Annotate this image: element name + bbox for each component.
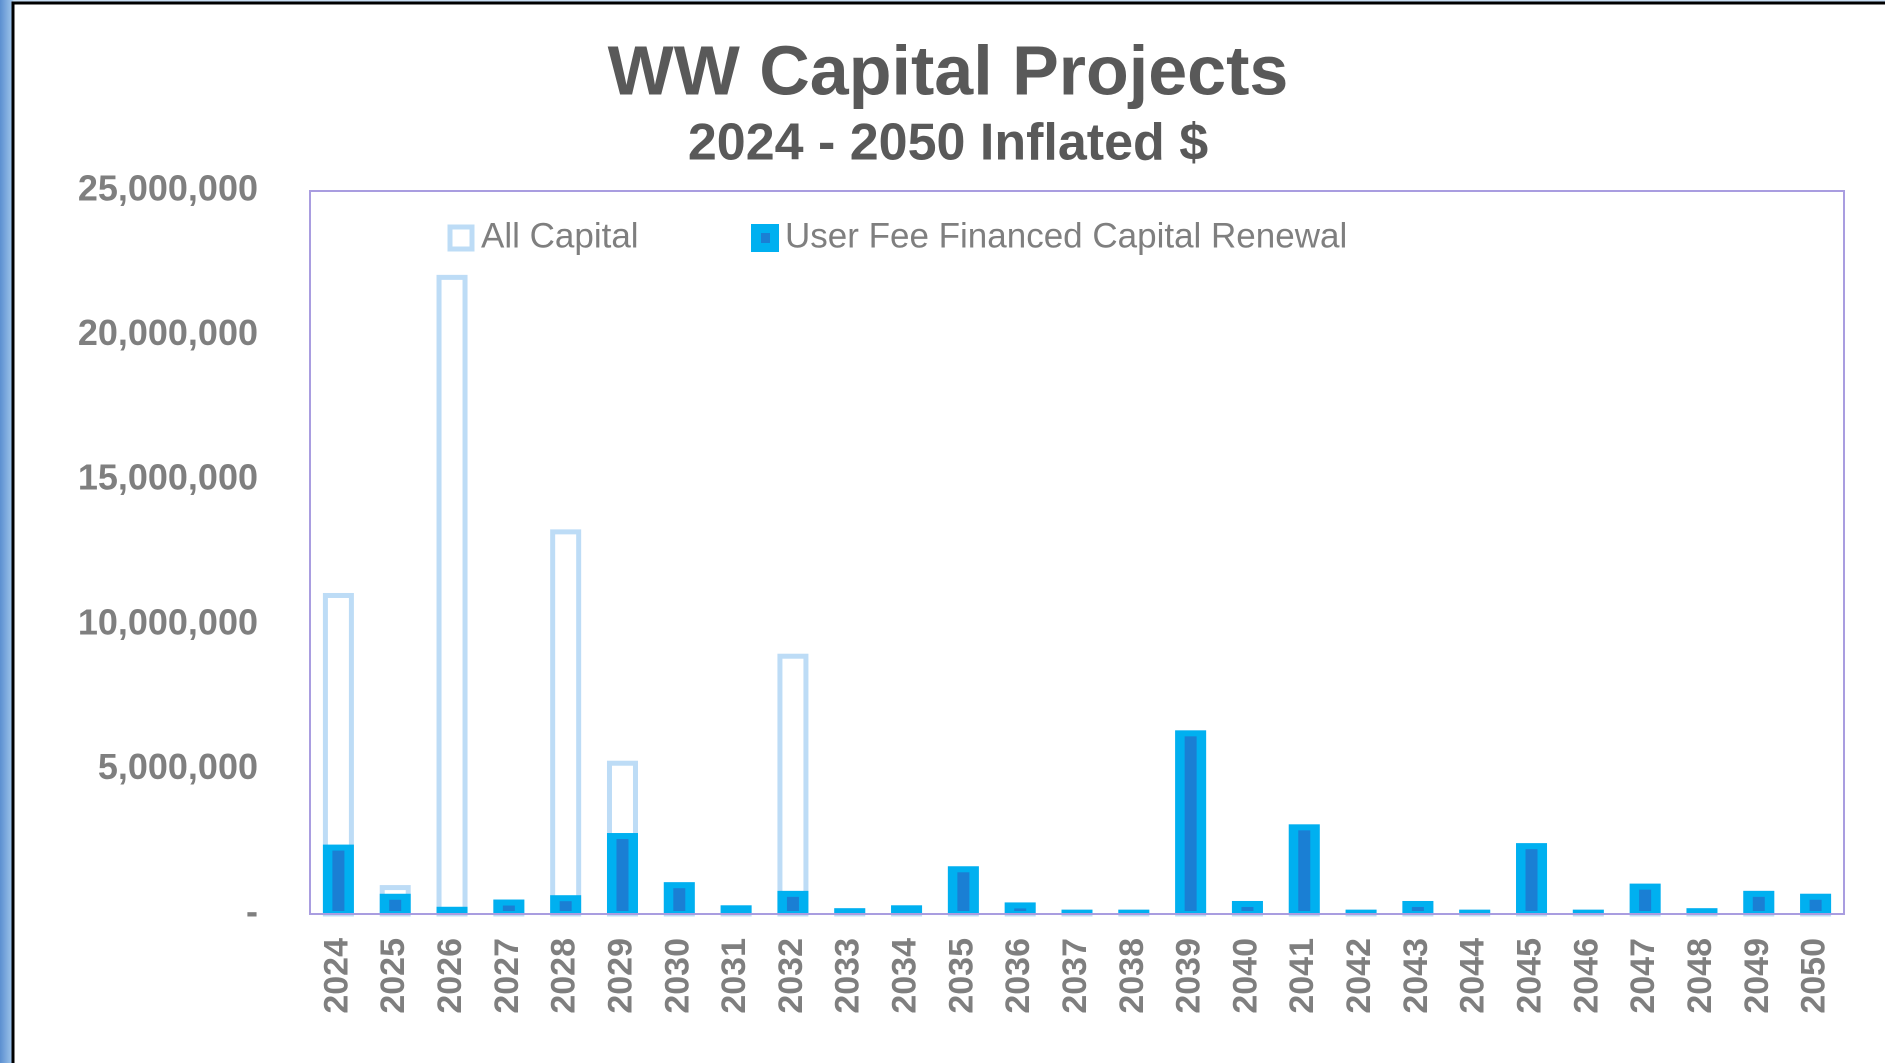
bar-overlap [957, 872, 970, 911]
x-tick-label: 2041 [1283, 938, 1321, 1014]
bar-overlap [673, 888, 686, 911]
x-tick-label: 2026 [431, 938, 469, 1014]
y-tick-label: - [246, 891, 258, 932]
x-tick-label: 2028 [545, 938, 583, 1014]
bar [720, 905, 752, 914]
bar-overlap [1411, 906, 1424, 911]
bar-overlap [1298, 830, 1311, 911]
bar-overlap [1809, 899, 1822, 911]
bar [1459, 909, 1491, 914]
bar [891, 905, 923, 914]
bar-overlap [616, 839, 629, 911]
x-tick-label: 2033 [829, 938, 867, 1014]
bar-overlap [389, 899, 402, 911]
y-tick-label: 5,000,000 [98, 746, 258, 787]
x-tick-label: 2025 [374, 938, 412, 1014]
legend-label: All Capital [481, 216, 639, 255]
x-tick-label: 2044 [1454, 938, 1492, 1014]
chart-title: WW Capital Projects [608, 31, 1289, 109]
legend-swatch [447, 224, 475, 252]
x-tick-label: 2050 [1795, 938, 1833, 1014]
x-tick-label: 2031 [715, 938, 753, 1014]
y-tick-label: 10,000,000 [78, 601, 258, 642]
bar-overlap [502, 905, 515, 911]
chart-subtitle: 2024 - 2050 Inflated $ [688, 114, 1208, 172]
x-tick-label: 2027 [488, 938, 526, 1014]
x-tick-label: 2039 [1170, 938, 1208, 1014]
bar [834, 908, 866, 914]
x-tick-label: 2048 [1681, 938, 1719, 1014]
bar-overlap [1014, 908, 1027, 911]
x-tick-label: 2045 [1511, 938, 1549, 1014]
x-tick-label: 2040 [1226, 938, 1264, 1014]
x-tick-label: 2029 [601, 938, 639, 1014]
bar-overlap [332, 850, 345, 911]
bar [1572, 909, 1604, 914]
x-tick-label: 2024 [317, 938, 355, 1014]
bar [1004, 902, 1036, 914]
bar [436, 906, 468, 914]
y-tick-label: 25,000,000 [78, 168, 258, 209]
bar-overlap [1241, 906, 1254, 911]
x-tick-label: 2047 [1624, 938, 1662, 1014]
x-tick-label: 2036 [999, 938, 1037, 1014]
legend-swatch-inner [761, 233, 770, 243]
legend-label: User Fee Financed Capital Renewal [785, 216, 1347, 255]
bar [1118, 909, 1150, 914]
bar [1686, 908, 1718, 914]
bar [1345, 909, 1377, 914]
x-tick-label: 2034 [886, 938, 924, 1014]
x-tick-label: 2042 [1340, 938, 1378, 1014]
bar [1061, 909, 1093, 914]
x-tick-label: 2032 [772, 938, 810, 1014]
bar-overlap [1184, 736, 1197, 911]
bar-overlap [1752, 896, 1765, 911]
x-tick-label: 2030 [658, 938, 696, 1014]
y-tick-label: 15,000,000 [78, 457, 258, 498]
x-tick-label: 2049 [1738, 938, 1776, 1014]
bar-overlap [559, 901, 572, 911]
bar [550, 529, 582, 917]
x-tick-label: 2046 [1567, 938, 1605, 1014]
bar-overlap [786, 896, 799, 911]
y-tick-label: 20,000,000 [78, 312, 258, 353]
x-tick-label: 2043 [1397, 938, 1435, 1014]
bar-overlap [1525, 849, 1538, 911]
x-tick-label: 2037 [1056, 938, 1094, 1014]
bar [436, 274, 468, 917]
x-tick-label: 2035 [942, 938, 980, 1014]
bar [777, 653, 809, 917]
bar-overlap [1639, 889, 1652, 911]
x-tick-label: 2038 [1113, 938, 1151, 1014]
